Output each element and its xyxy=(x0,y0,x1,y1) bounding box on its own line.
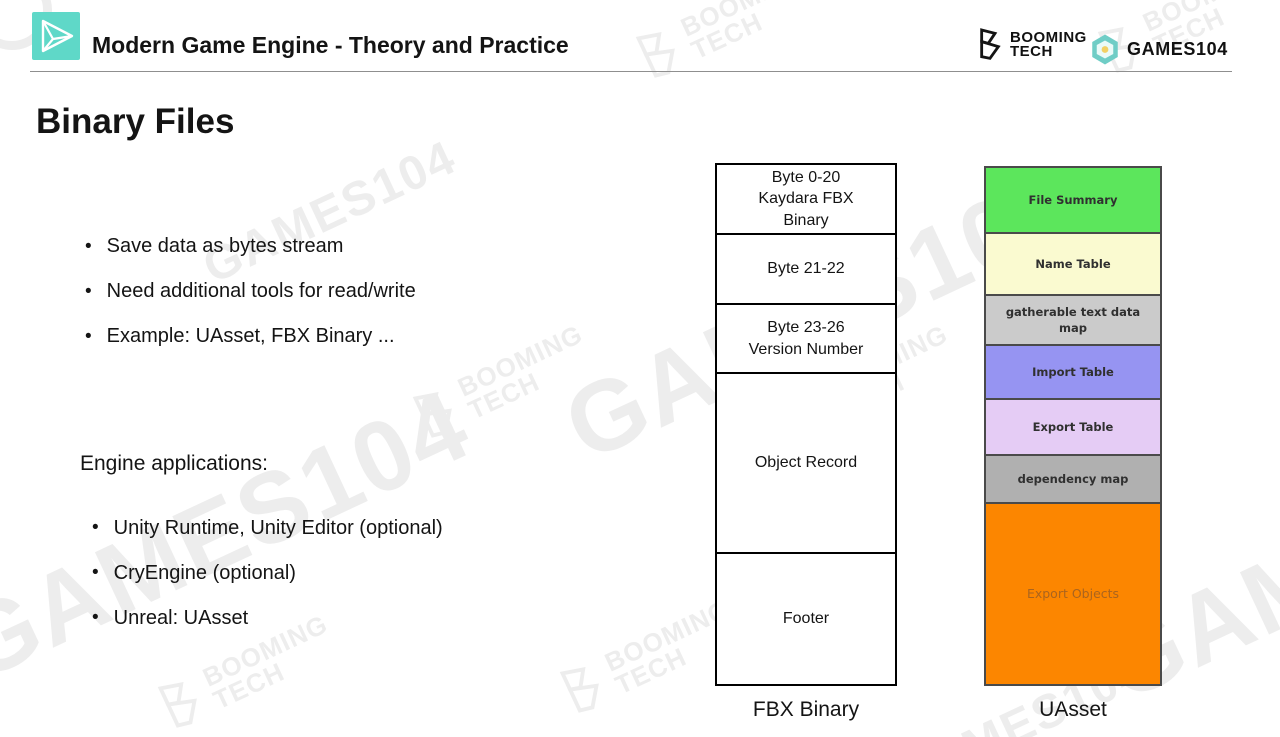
fbx-segment: Byte 21-22 xyxy=(717,235,895,305)
fbx-segment: Object Record xyxy=(717,374,895,554)
bullet-text: Unity Runtime, Unity Editor (optional) xyxy=(113,517,443,539)
booming-b-icon xyxy=(635,31,675,78)
bullet-dot: • xyxy=(85,281,92,302)
bullet-item: • Unreal: UAsset xyxy=(92,607,443,629)
slide-title: Binary Files xyxy=(36,102,235,141)
bullet-dot: • xyxy=(92,562,99,583)
course-logo xyxy=(32,12,80,60)
fbx-segment-label: Byte 23-26 Version Number xyxy=(748,319,864,358)
uasset-segment-label: Export Objects xyxy=(1026,586,1120,602)
bullet-text: CryEngine (optional) xyxy=(113,562,296,584)
bullet-item: • CryEngine (optional) xyxy=(92,562,443,584)
uasset-segment-label: File Summary xyxy=(1028,192,1118,207)
bullet-text: Save data as bytes stream xyxy=(106,235,344,257)
games104-logo: GAMES104 xyxy=(1090,33,1228,66)
games104-logo-text: GAMES104 xyxy=(1127,39,1228,59)
uasset-diagram-label: UAsset xyxy=(1039,698,1107,721)
fbx-segment: Byte 23-26 Version Number xyxy=(717,305,895,374)
booming-tech-logo: BOOMING TECH xyxy=(975,27,1087,63)
bullet-item: • Save data as bytes stream xyxy=(85,235,416,258)
uasset-segment-label: gatherable text data map xyxy=(1005,304,1141,335)
booming-logo-text: TECH xyxy=(1010,43,1053,60)
uasset-segment-label: Name Table xyxy=(1035,256,1111,271)
fbx-diagram-label: FBX Binary xyxy=(752,698,860,721)
fbx-segment-label: Object Record xyxy=(754,454,858,472)
bullet-list-binary-files: • Save data as bytes stream • Need additio… xyxy=(85,236,416,371)
booming-b-icon xyxy=(157,681,197,728)
bullet-text: Unreal: UAsset xyxy=(113,607,249,629)
booming-b-icon xyxy=(412,391,452,438)
uasset-segment-label: dependency map xyxy=(1017,471,1129,486)
uasset-diagram: File Summary Name Table gatherable text da… xyxy=(984,166,1162,686)
uasset-segment: gatherable text data map xyxy=(986,296,1160,346)
uasset-segment: Export Table xyxy=(986,400,1160,456)
booming-logo-text: BOOMING xyxy=(1010,28,1087,46)
fbx-segment-label: Byte 0-20 Kaydara FBX Binary xyxy=(758,169,854,229)
bullet-dot: • xyxy=(85,326,92,347)
bullet-text: Need additional tools for read/write xyxy=(106,280,416,302)
games104-cube-icon xyxy=(1092,34,1118,65)
fbx-segment: Footer xyxy=(717,554,895,684)
booming-b-icon xyxy=(559,666,599,713)
fbx-segment-label: Footer xyxy=(782,610,830,628)
bullet-item: • Need additional tools for read/write xyxy=(85,280,416,303)
fbx-segment: Byte 0-20 Kaydara FBX Binary xyxy=(717,165,895,235)
bullet-item: • Example: UAsset, FBX Binary ... xyxy=(85,325,416,348)
page-title: Modern Game Engine - Theory and Practice xyxy=(92,32,569,58)
uasset-segment: File Summary xyxy=(986,168,1160,234)
fbx-binary-diagram: Byte 0-20 Kaydara FBX Binary Byte 21-22 By… xyxy=(715,163,897,686)
bullet-dot: • xyxy=(85,236,92,257)
uasset-segment-label: Import Table xyxy=(1032,364,1114,379)
bullet-text: Example: UAsset, FBX Binary ... xyxy=(106,325,395,347)
uasset-segment: Import Table xyxy=(986,346,1160,400)
uasset-segment-label: Export Table xyxy=(1032,419,1114,434)
bullet-item: • Unity Runtime, Unity Editor (optional) xyxy=(92,517,443,539)
header-divider xyxy=(30,71,1232,72)
uasset-segment: Export Objects xyxy=(986,504,1160,684)
bullet-dot: • xyxy=(92,517,99,538)
booming-b-icon xyxy=(980,28,1001,60)
bullet-dot: • xyxy=(92,607,99,628)
uasset-segment: dependency map xyxy=(986,456,1160,504)
bullet-list-engine-applications: • Unity Runtime, Unity Editor (optional) … xyxy=(92,517,443,652)
fbx-segment-label: Byte 21-22 xyxy=(767,260,845,278)
engine-applications-heading: Engine applications: xyxy=(80,452,268,475)
uasset-segment: Name Table xyxy=(986,234,1160,296)
